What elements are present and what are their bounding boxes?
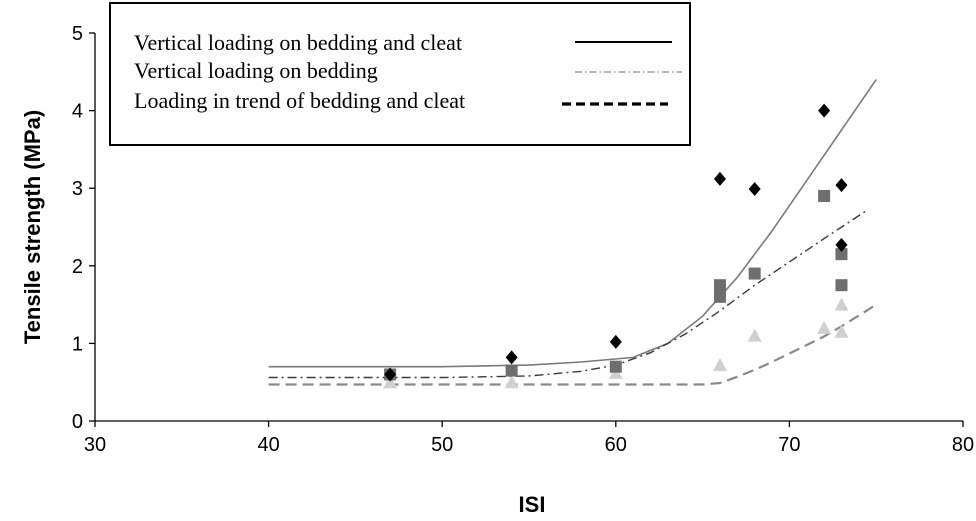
square-point: [835, 248, 848, 261]
axis-labels: ISI Tensile strength (MPa): [20, 110, 545, 517]
x-tick-label: 50: [431, 434, 453, 456]
trend-line-2: [268, 209, 868, 379]
x-tick-label: 70: [778, 434, 800, 456]
legend: Vertical loading on bedding and cleat Ve…: [109, 2, 691, 146]
triangle-point: [712, 358, 727, 372]
triangle-point: [834, 324, 849, 338]
diamond-point: [609, 334, 622, 349]
diamond-point: [748, 181, 761, 196]
diamond-point: [835, 237, 848, 252]
diamond-point: [713, 171, 726, 186]
x-tick-label: 60: [605, 434, 627, 456]
y-tick-label: 4: [72, 101, 83, 123]
diamond-point: [384, 367, 397, 382]
square-point: [713, 279, 726, 292]
x-tick-label: 80: [952, 434, 974, 456]
legend-label-2: Vertical loading on bedding: [134, 58, 378, 83]
square-point: [713, 290, 726, 303]
x-tick-label: 30: [84, 434, 106, 456]
y-tick-label: 2: [72, 256, 83, 278]
square-point: [609, 360, 622, 373]
diamond-point: [505, 350, 518, 365]
y-tick-label: 1: [72, 333, 83, 355]
legend-label-3: Loading in trend of bedding and cleat: [134, 88, 465, 113]
triangle-point: [834, 297, 849, 311]
trend-line-3: [268, 303, 877, 386]
trend-lines: [268, 79, 877, 386]
legend-box: [109, 2, 691, 146]
x-axis-title: ISI: [519, 492, 546, 517]
data-markers: [383, 103, 849, 389]
square-point: [835, 279, 848, 292]
triangle-point: [747, 328, 762, 342]
triangle-point: [504, 375, 519, 389]
legend-label-1: Vertical loading on bedding and cleat: [134, 30, 462, 55]
y-tick-label: 5: [72, 23, 83, 45]
diamond-point: [835, 178, 848, 193]
axes: 0 1 2 3 4 5 30 40 50 60 70 80: [72, 23, 974, 456]
triangle-point: [817, 320, 832, 334]
square-point: [818, 189, 831, 202]
square-point: [748, 267, 761, 280]
triangle-point: [383, 375, 398, 389]
y-tick-label: 0: [72, 411, 83, 433]
y-tick-label: 3: [72, 178, 83, 200]
diamond-point: [818, 103, 831, 118]
x-tick-label: 40: [257, 434, 279, 456]
square-point: [505, 364, 518, 377]
y-axis-title: Tensile strength (MPa): [20, 110, 45, 344]
